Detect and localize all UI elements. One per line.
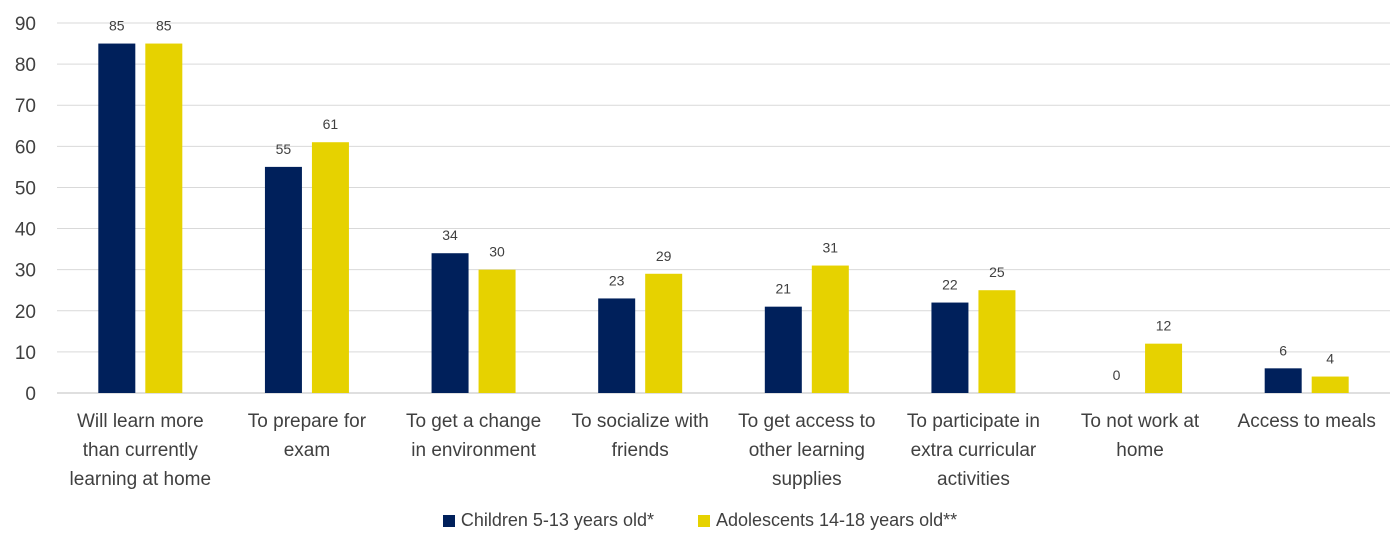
- data-label-children-5: 22: [942, 277, 958, 293]
- bar-adolescents-5: [978, 290, 1016, 393]
- bar-adolescents-0: [145, 43, 183, 394]
- data-label-children-3: 23: [609, 272, 625, 288]
- legend-swatch-children: [442, 514, 455, 527]
- y-tick-label-80: 80: [15, 55, 36, 76]
- data-label-adolescents-4: 31: [823, 240, 839, 256]
- category-label-5: To participate in extra curricular activit…: [907, 411, 1040, 490]
- y-tick-label-30: 30: [15, 261, 36, 282]
- bar-children-4: [764, 306, 802, 393]
- y-tick-label-50: 50: [15, 178, 36, 199]
- y-tick-label-0: 0: [25, 384, 36, 405]
- bar-adolescents-3: [645, 273, 683, 393]
- legend-item-children: Children 5-13 years old*: [442, 510, 654, 531]
- bar-children-0: [98, 43, 136, 394]
- legend-label-adolescents: Adolescents 14-18 years old**: [715, 510, 958, 530]
- data-labels: 85 85 55 61 34 30 23 29 21 31 22 25 0 12 6 4: [109, 18, 1334, 383]
- bar-children-5: [931, 302, 969, 393]
- data-label-adolescents-7: 4: [1326, 351, 1334, 367]
- y-tick-label-20: 20: [15, 302, 36, 323]
- bar-children-1: [264, 166, 302, 393]
- category-label-1: To prepare for exam: [248, 411, 367, 461]
- data-label-adolescents-6: 12: [1156, 318, 1172, 334]
- y-tick-label-90: 90: [15, 14, 36, 35]
- bar-adolescents-6: [1145, 343, 1183, 393]
- category-label-2: To get a change in environment: [406, 411, 541, 461]
- bar-adolescents-2: [478, 269, 516, 393]
- bar-children-7: [1264, 368, 1302, 393]
- category-label-4: To get access to other learning supplies: [738, 411, 875, 490]
- y-tick-label-70: 70: [15, 96, 36, 117]
- data-label-children-1: 55: [276, 141, 292, 157]
- y-axis-ticks: 0 10 20 30 40 50 60 70 80 90: [15, 14, 36, 405]
- bar-adolescents-7: [1311, 376, 1349, 393]
- y-tick-label-40: 40: [15, 220, 36, 241]
- category-label-3: To socialize with friends: [572, 411, 709, 461]
- y-tick-label-60: 60: [15, 137, 36, 158]
- data-label-children-6: 0: [1113, 367, 1121, 383]
- x-axis-categories: Will learn more than currently learning at…: [70, 411, 1376, 490]
- y-tick-label-10: 10: [15, 343, 36, 364]
- legend-label-children: Children 5-13 years old*: [460, 510, 654, 530]
- legend-swatch-adolescents: [697, 514, 710, 527]
- gridlines: [57, 22, 1390, 394]
- bar-adolescents-1: [311, 142, 349, 393]
- category-label-6: To not work at home: [1081, 411, 1200, 461]
- bar-adolescents-4: [811, 265, 849, 393]
- data-label-children-0: 85: [109, 18, 125, 34]
- data-label-children-2: 34: [442, 227, 458, 243]
- data-label-adolescents-5: 25: [989, 264, 1005, 280]
- data-label-adolescents-2: 30: [489, 244, 505, 260]
- data-label-children-7: 6: [1279, 342, 1287, 358]
- category-label-7: Access to meals: [1238, 411, 1376, 432]
- category-label-0: Will learn more than currently learning at…: [70, 411, 212, 490]
- data-label-adolescents-3: 29: [656, 248, 672, 264]
- bars: [98, 43, 1349, 394]
- legend: Children 5-13 years old* Adolescents 14-…: [0, 510, 1400, 531]
- bar-children-2: [431, 253, 469, 393]
- data-label-adolescents-0: 85: [156, 18, 172, 34]
- bar-children-3: [598, 298, 636, 393]
- legend-item-adolescents: Adolescents 14-18 years old**: [697, 510, 958, 531]
- data-label-children-4: 21: [776, 281, 792, 297]
- data-label-adolescents-1: 61: [323, 116, 339, 132]
